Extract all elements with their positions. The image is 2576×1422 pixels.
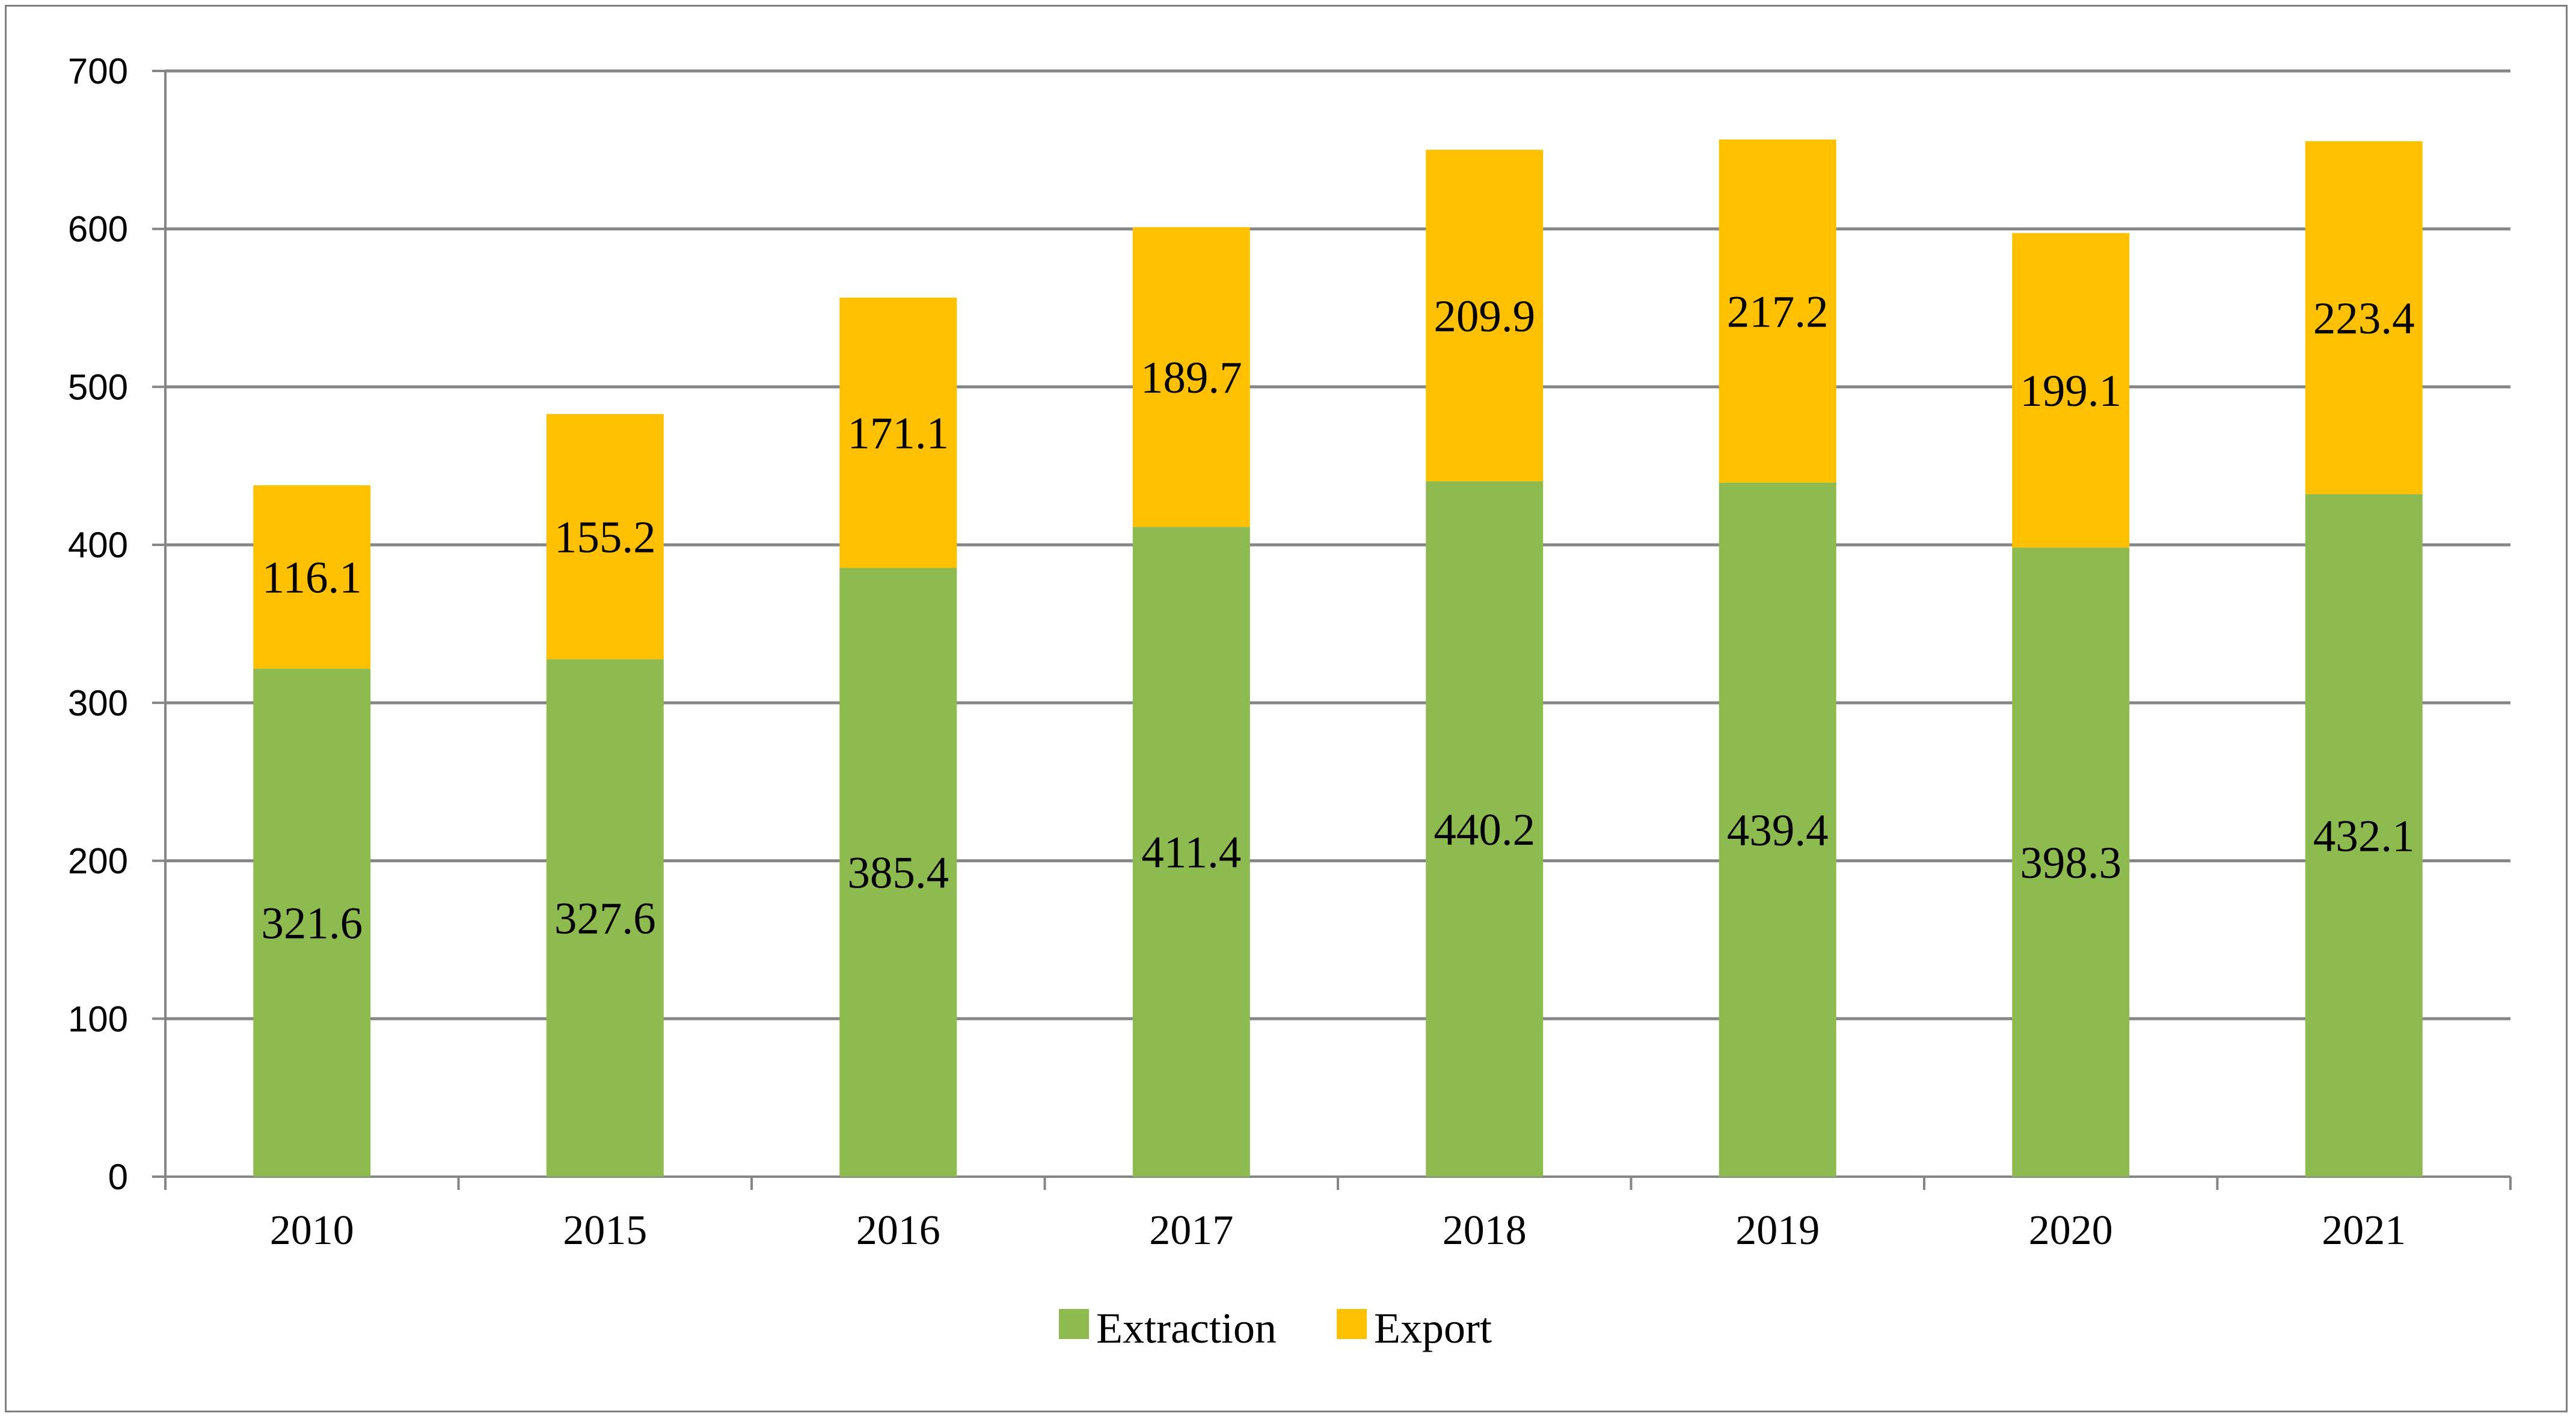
xtick-label-2018: 2018 xyxy=(1443,1207,1527,1254)
ytick-label-0: 0 xyxy=(108,1157,128,1197)
stacked-bar-chart: 0 100 200 300 400 500 600 700 2010 2015 2016 2017 20… xyxy=(68,51,2512,1352)
data-label-extraction-2016: 385.4 xyxy=(847,848,949,898)
ytick-label-400: 400 xyxy=(68,525,128,565)
bar-export-2020 xyxy=(2012,233,2130,548)
data-label-export-2020: 199.1 xyxy=(2020,366,2121,416)
bar-extraction-2016 xyxy=(839,568,957,1177)
bar-export-2010 xyxy=(253,485,371,669)
data-label-export-2016: 171.1 xyxy=(847,409,949,459)
ytick-label-100: 100 xyxy=(68,999,128,1039)
data-label-extraction-2017: 411.4 xyxy=(1141,828,1241,878)
data-label-extraction-2018: 440.2 xyxy=(1434,805,1535,855)
bar-export-2017 xyxy=(1132,227,1250,527)
bar-extraction-2020 xyxy=(2012,547,2130,1177)
ytick-label-700: 700 xyxy=(68,51,128,91)
data-labels: 321.6 116.1 327.6 155.2 385.4 171.1 411.4 189.7… xyxy=(261,287,2414,948)
bar-export-2015 xyxy=(546,414,664,660)
bar-extraction-2018 xyxy=(1426,481,1544,1177)
ytick-label-500: 500 xyxy=(68,367,128,407)
xtick-label-2016: 2016 xyxy=(856,1207,940,1254)
data-label-export-2010: 116.1 xyxy=(262,553,362,603)
legend: Extraction Export xyxy=(1059,1304,1492,1352)
legend-swatch-extraction xyxy=(1059,1309,1089,1339)
ytick-label-300: 300 xyxy=(68,683,128,723)
legend-label-extraction: Extraction xyxy=(1096,1304,1277,1352)
legend-swatch-export xyxy=(1337,1309,1367,1339)
bar-extraction-2021 xyxy=(2305,494,2423,1177)
data-label-export-2019: 217.2 xyxy=(1727,287,1829,337)
xtick-label-2010: 2010 xyxy=(270,1207,354,1254)
data-label-extraction-2021: 432.1 xyxy=(2313,811,2415,861)
xtick-label-2017: 2017 xyxy=(1149,1207,1233,1254)
xtick-label-2019: 2019 xyxy=(1735,1207,1820,1254)
data-label-extraction-2020: 398.3 xyxy=(2020,838,2121,888)
gridlines xyxy=(165,69,2510,1020)
data-label-extraction-2019: 439.4 xyxy=(1727,806,1829,856)
bar-export-2018 xyxy=(1426,150,1544,482)
ytick-label-200: 200 xyxy=(68,841,128,881)
ytick-label-600: 600 xyxy=(68,209,128,250)
bar-export-2021 xyxy=(2305,141,2423,494)
bars xyxy=(253,139,2423,1177)
axes: 0 100 200 300 400 500 600 700 2010 2015 2016 2017 20… xyxy=(68,51,2512,1254)
xtick-label-2015: 2015 xyxy=(563,1207,647,1254)
data-label-extraction-2015: 327.6 xyxy=(554,894,656,944)
data-label-export-2018: 209.9 xyxy=(1434,292,1535,342)
data-label-export-2017: 189.7 xyxy=(1141,353,1242,403)
bar-extraction-2010 xyxy=(253,669,371,1177)
data-label-extraction-2010: 321.6 xyxy=(261,899,363,949)
bar-extraction-2019 xyxy=(1719,482,1836,1177)
legend-label-export: Export xyxy=(1374,1304,1492,1352)
xtick-label-2020: 2020 xyxy=(2029,1207,2113,1254)
chart-frame: 0 100 200 300 400 500 600 700 2010 2015 2016 2017 20… xyxy=(5,5,2568,1412)
bar-export-2016 xyxy=(839,297,957,568)
xtick-label-2021: 2021 xyxy=(2322,1207,2406,1254)
data-label-export-2021: 223.4 xyxy=(2313,293,2415,343)
bar-export-2019 xyxy=(1719,139,1836,483)
bar-extraction-2017 xyxy=(1132,527,1250,1177)
bar-extraction-2015 xyxy=(546,659,664,1177)
data-label-export-2015: 155.2 xyxy=(554,512,656,562)
